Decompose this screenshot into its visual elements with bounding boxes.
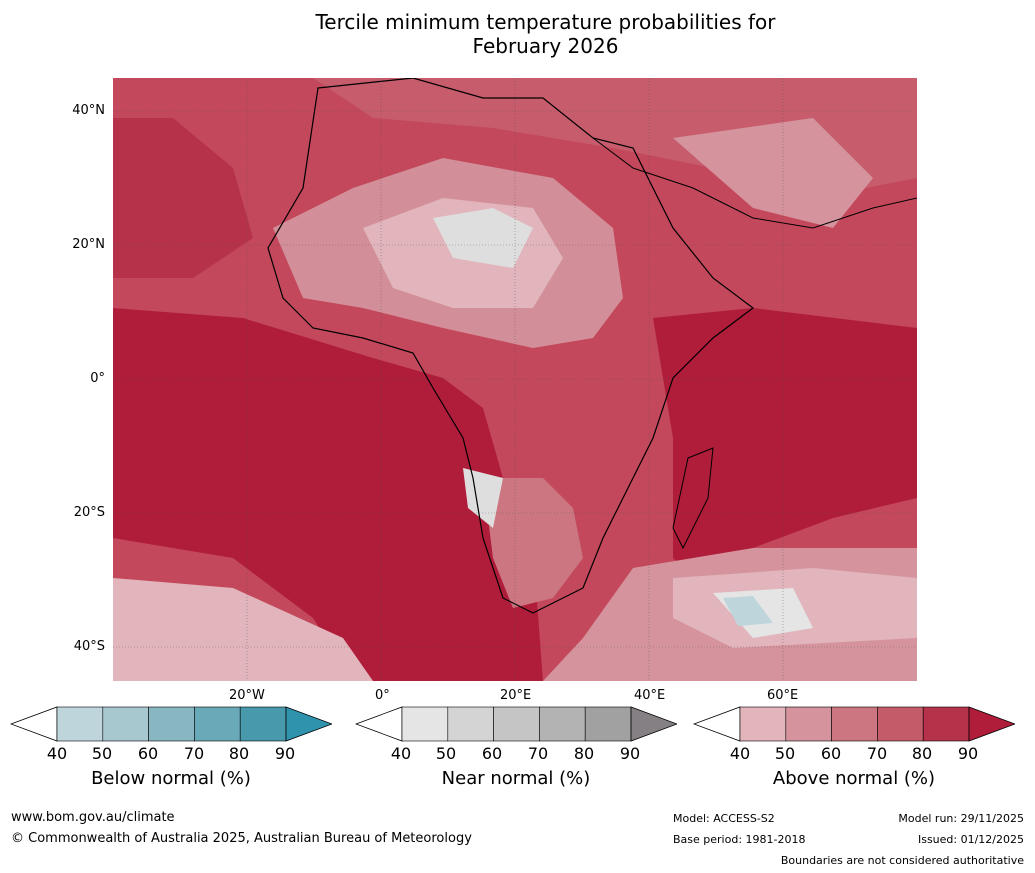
tick: 40	[390, 744, 412, 763]
tick: 90	[619, 744, 641, 763]
zone-se-below	[723, 596, 773, 626]
colorbar-segment	[447, 706, 494, 742]
colorbar-segment	[194, 706, 241, 742]
colorbar-below-title: Below normal (%)	[91, 768, 251, 789]
lon-label-40e: 40°E	[634, 688, 666, 703]
colorbar-segment	[493, 706, 540, 742]
footer-base-period: Base period: 1981-2018	[673, 833, 806, 846]
map-title-line2: February 2026	[472, 34, 619, 58]
colorbar-near-title: Near normal (%)	[441, 768, 591, 789]
zone-arabia-light	[673, 118, 873, 228]
colorbar-high-extend	[630, 706, 677, 742]
lat-label-40s: 40°S	[73, 639, 105, 654]
graticule	[113, 78, 917, 681]
zone-nw-dark	[113, 118, 253, 278]
footer-model: Model: ACCESS-S2	[673, 812, 775, 825]
colorbar-segment	[831, 706, 878, 742]
tick: 70	[183, 744, 205, 763]
tick: 40	[46, 744, 68, 763]
colorbar-above	[693, 706, 1015, 742]
colorbar-segment	[239, 706, 287, 742]
zone-sahara-near	[433, 208, 533, 268]
colorbar-high-extend	[285, 706, 332, 742]
madagascar-coastline	[672, 447, 714, 550]
tick: 90	[274, 744, 296, 763]
probability-map	[113, 78, 917, 681]
colorbar-segment	[401, 706, 449, 742]
footer-website: www.bom.gov.au/climate	[11, 810, 175, 825]
lon-label-60e: 60°E	[767, 688, 799, 703]
colorbar-segment	[102, 706, 149, 742]
africa-coastline	[267, 78, 754, 614]
zone-namibia-near	[463, 468, 503, 528]
footer-model-run: Model run: 29/11/2025	[898, 812, 1024, 825]
tick: 60	[137, 744, 159, 763]
lon-label-20w: 20°W	[229, 688, 265, 703]
colorbar-segment	[539, 706, 586, 742]
colorbar-near	[355, 706, 677, 742]
tick: 80	[573, 744, 595, 763]
colorbar-low-extend	[10, 706, 58, 742]
lat-label-20s: 20°S	[73, 505, 105, 520]
lon-label-20e: 20°E	[500, 688, 532, 703]
tick: 50	[435, 744, 457, 763]
zone-sw-light	[113, 578, 373, 681]
tick: 60	[820, 744, 842, 763]
colorbar-above-title: Above normal (%)	[772, 768, 936, 789]
tick: 90	[957, 744, 979, 763]
colorbar-low-extend	[355, 706, 403, 742]
footer-issued: Issued: 01/12/2025	[917, 833, 1024, 846]
colorbar-segment	[877, 706, 924, 742]
tick: 70	[866, 744, 888, 763]
tick: 80	[228, 744, 250, 763]
zone-atlantic-dark	[113, 308, 543, 681]
colorbar-high-extend	[968, 706, 1015, 742]
tick: 50	[774, 744, 796, 763]
tick: 50	[91, 744, 113, 763]
zone-indian-dark	[653, 308, 917, 598]
lat-label-0: 0°	[90, 371, 105, 386]
arabia-coastline	[592, 137, 917, 229]
colorbar-segment	[56, 706, 104, 742]
footer-disclaimer: Boundaries are not considered authoritat…	[780, 854, 1024, 867]
lat-label-20n: 20°N	[72, 237, 105, 252]
tick: 60	[481, 744, 503, 763]
footer-copyright: © Commonwealth of Australia 2025, Austra…	[11, 831, 472, 846]
lon-label-0: 0°	[375, 688, 390, 703]
map-title-line1: Tercile minimum temperature probabilitie…	[315, 10, 776, 34]
tick: 40	[729, 744, 751, 763]
tick: 80	[911, 744, 933, 763]
lat-label-40n: 40°N	[72, 103, 105, 118]
colorbar-segment	[739, 706, 787, 742]
colorbar-low-extend	[693, 706, 741, 742]
tick: 70	[527, 744, 549, 763]
colorbar-segment	[148, 706, 195, 742]
map-canvas	[113, 78, 917, 681]
zone-south-africa	[483, 478, 583, 608]
colorbar-segment	[584, 706, 632, 742]
colorbar-below	[10, 706, 332, 742]
colorbar-segment	[785, 706, 832, 742]
colorbar-segment	[922, 706, 970, 742]
